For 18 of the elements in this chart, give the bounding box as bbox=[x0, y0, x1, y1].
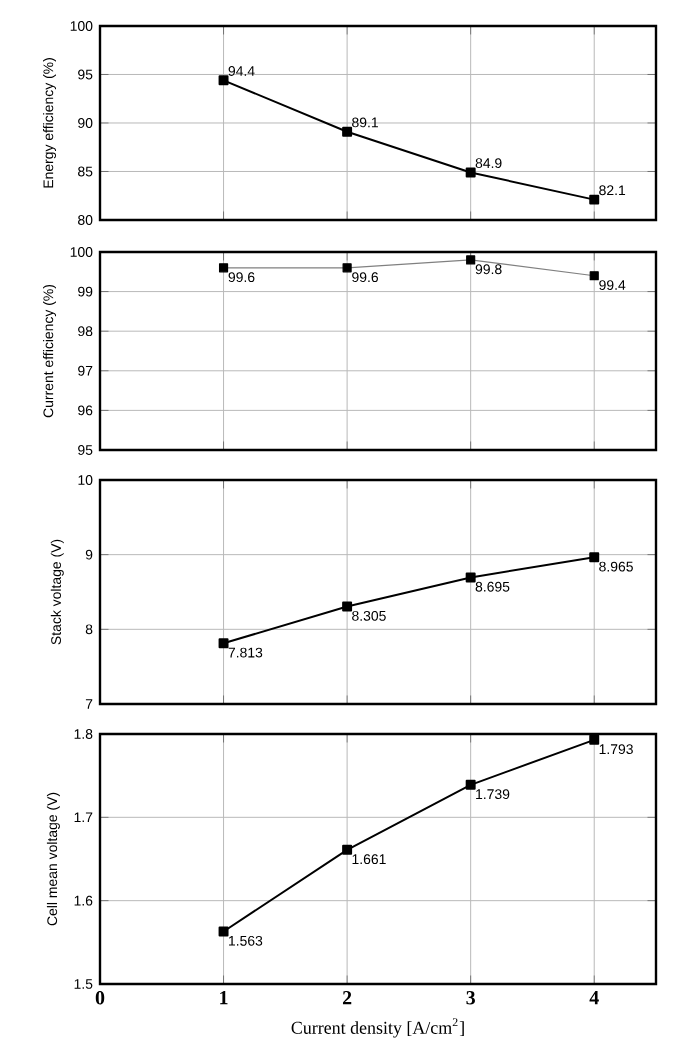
x-tick-label: 0 bbox=[95, 991, 105, 1005]
point bbox=[589, 734, 600, 745]
point bbox=[465, 779, 476, 790]
x-tick-label: 3 bbox=[466, 991, 475, 1005]
point bbox=[218, 926, 229, 937]
point bbox=[342, 844, 353, 855]
x-tick-label: 2 bbox=[342, 991, 352, 1005]
point bbox=[342, 601, 353, 612]
point bbox=[218, 638, 229, 649]
point bbox=[589, 552, 600, 563]
x-tick-label: 1 bbox=[220, 991, 228, 1005]
point bbox=[342, 126, 353, 137]
point bbox=[465, 167, 476, 178]
x-axis-title: Current density [A/cm$^{2}$] bbox=[291, 1018, 464, 1038]
x-tick-label: 4 bbox=[589, 991, 599, 1005]
point bbox=[589, 194, 600, 205]
point bbox=[465, 572, 476, 583]
point bbox=[218, 75, 229, 86]
